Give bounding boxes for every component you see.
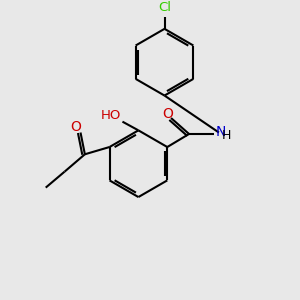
Text: O: O xyxy=(163,107,174,121)
Text: O: O xyxy=(70,120,81,134)
Text: H: H xyxy=(222,129,231,142)
Text: Cl: Cl xyxy=(158,1,171,14)
Text: HO: HO xyxy=(101,109,121,122)
Text: N: N xyxy=(215,125,226,139)
